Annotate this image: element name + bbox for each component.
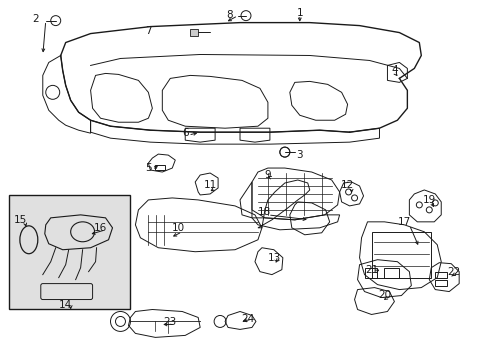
Text: 19: 19 bbox=[422, 195, 435, 205]
Text: 13: 13 bbox=[268, 253, 281, 263]
Text: 22: 22 bbox=[447, 267, 460, 276]
Bar bbox=[190, 28, 198, 36]
Text: 24: 24 bbox=[241, 314, 254, 324]
Text: 6: 6 bbox=[182, 128, 188, 138]
Text: 17: 17 bbox=[397, 217, 410, 227]
Bar bbox=[9, 195, 130, 310]
Text: 2: 2 bbox=[32, 14, 39, 24]
Text: 18: 18 bbox=[258, 207, 271, 217]
Text: 9: 9 bbox=[264, 170, 271, 180]
Text: 21: 21 bbox=[364, 265, 377, 275]
Text: 23: 23 bbox=[163, 318, 177, 328]
Text: 16: 16 bbox=[94, 223, 107, 233]
Text: 3: 3 bbox=[296, 150, 303, 160]
Text: 10: 10 bbox=[171, 223, 184, 233]
Text: 20: 20 bbox=[377, 289, 390, 300]
Text: 8: 8 bbox=[226, 10, 233, 20]
Text: 4: 4 bbox=[390, 66, 397, 76]
Text: 7: 7 bbox=[145, 26, 151, 36]
Text: 5: 5 bbox=[145, 163, 151, 173]
Text: 11: 11 bbox=[203, 180, 216, 190]
Text: 15: 15 bbox=[14, 215, 27, 225]
Text: 1: 1 bbox=[296, 8, 303, 18]
Text: 14: 14 bbox=[59, 300, 72, 310]
Text: 12: 12 bbox=[340, 180, 353, 190]
